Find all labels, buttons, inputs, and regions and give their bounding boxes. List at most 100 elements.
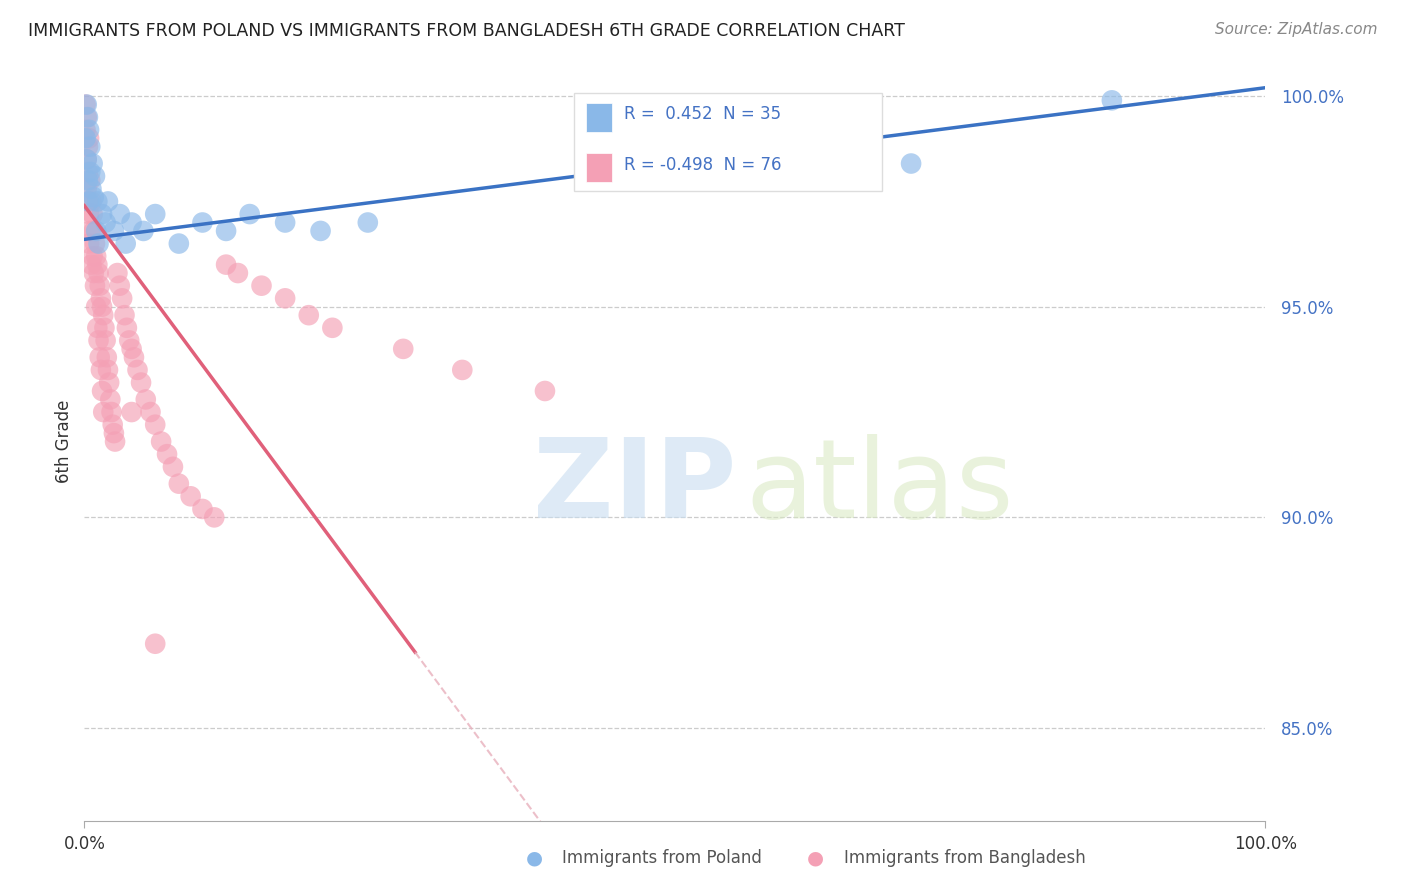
Point [274,215,297,229]
Point [79,139,101,153]
Point [114,308,136,322]
Point [103,224,125,238]
Point [150,434,173,449]
Point [167,236,190,251]
Text: ZIP: ZIP [533,434,737,541]
Point [83,190,105,204]
Point [143,637,166,651]
Point [90,291,112,305]
Text: Immigrants from Poland: Immigrants from Poland [562,849,762,867]
Point [76,153,98,167]
Point [86,194,108,209]
Point [97,363,120,377]
Point [129,376,152,390]
Point [79,224,101,238]
Point [89,351,111,365]
Point [121,405,143,419]
Point [84,300,107,314]
Point [82,156,104,170]
Point [357,215,380,229]
Point [156,447,179,461]
Point [91,207,114,221]
Point [76,110,98,124]
Point [215,258,238,272]
Point [76,182,98,196]
Text: atlas: atlas [745,434,1014,541]
Point [77,123,100,137]
Point [84,249,107,263]
FancyBboxPatch shape [575,93,882,191]
Point [215,224,238,238]
Point [94,334,117,348]
Text: ●: ● [807,848,824,868]
Point [191,502,214,516]
Point [107,266,129,280]
Point [87,236,110,251]
Point [87,266,110,280]
Point [451,363,474,377]
Point [122,351,145,365]
Point [162,459,184,474]
Text: ●: ● [526,848,543,868]
Point [80,194,103,209]
Point [111,291,134,305]
Point [534,384,557,398]
Point [98,376,121,390]
Point [89,278,111,293]
Point [77,131,100,145]
Point [82,207,104,221]
Point [84,224,107,238]
Text: Immigrants from Bangladesh: Immigrants from Bangladesh [844,849,1085,867]
Point [250,278,273,293]
Point [298,308,321,322]
Point [202,510,225,524]
Point [127,363,149,377]
Point [115,320,138,334]
Point [77,165,100,179]
Point [139,405,162,419]
Point [274,291,297,305]
Point [108,207,131,221]
Point [98,392,121,407]
Point [121,342,143,356]
Point [309,224,332,238]
Point [82,249,104,263]
Point [91,308,114,322]
Point [77,207,100,221]
Point [121,215,143,229]
Point [79,165,101,179]
Point [118,334,141,348]
Point [91,384,114,398]
Point [91,300,114,314]
Point [321,320,343,334]
Point [79,173,101,187]
Point [734,165,756,179]
Point [93,320,115,334]
Point [135,392,157,407]
Text: R = -0.498  N = 76: R = -0.498 N = 76 [624,156,782,174]
Point [114,236,136,251]
Point [104,434,127,449]
Point [180,489,202,503]
Point [75,97,97,112]
Point [1101,93,1123,107]
Point [75,131,97,145]
Point [77,194,100,209]
Point [103,426,125,441]
Point [900,156,922,170]
Point [84,169,107,183]
Point [77,173,100,187]
Point [91,405,114,419]
Point [108,278,131,293]
Point [77,236,100,251]
Point [77,110,100,124]
Point [143,417,166,432]
Point [97,194,120,209]
Point [101,417,124,432]
Point [226,266,249,280]
Point [239,207,262,221]
Point [80,182,103,196]
Point [143,207,166,221]
Point [167,476,190,491]
Point [100,405,122,419]
